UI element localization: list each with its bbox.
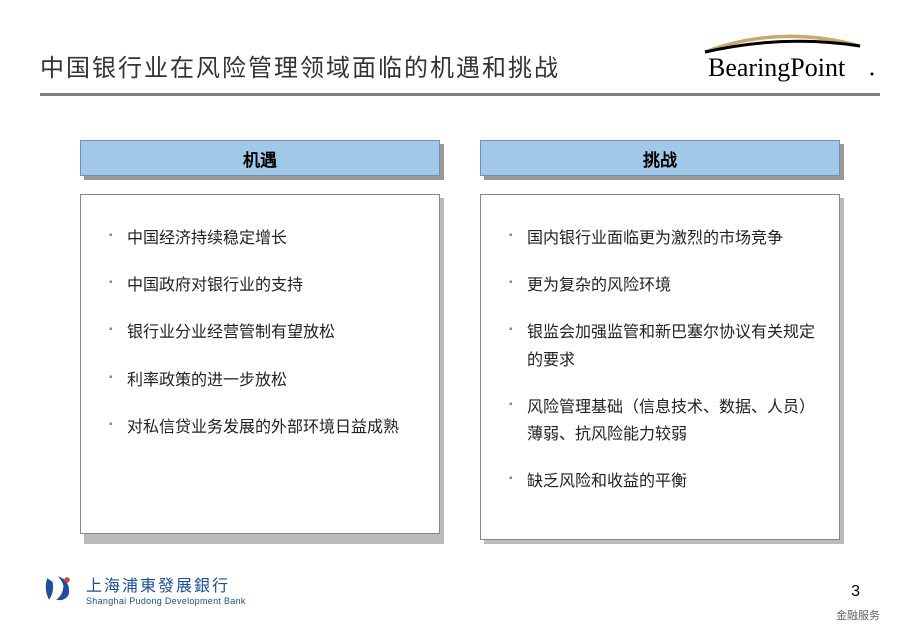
column-opportunities: 机遇 中国经济持续稳定增长 中国政府对银行业的支持 银行业分业经营管制有望放松 … [80,140,440,540]
column-challenges: 挑战 国内银行业面临更为激烈的市场竞争 更为复杂的风险环境 银监会加强监管和新巴… [480,140,840,540]
slide-title: 中国银行业在风险管理领域面临的机遇和挑战 [40,48,880,83]
list-item: 中国政府对银行业的支持 [105,272,415,299]
spdb-name-en: Shanghai Pudong Development Bank [86,596,246,606]
columns-container: 机遇 中国经济持续稳定增长 中国政府对银行业的支持 银行业分业经营管制有望放松 … [80,140,840,540]
column-body-wrap: 中国经济持续稳定增长 中国政府对银行业的支持 银行业分业经营管制有望放松 利率政… [80,194,440,540]
spdb-logo-mark [40,571,76,607]
spdb-logo-text: 上海浦東發展銀行 Shanghai Pudong Development Ban… [86,572,246,606]
slide: BearingPoint 中国银行业在风险管理领域面临的机遇和挑战 机遇 中国经… [0,0,920,637]
column-body-wrap: 国内银行业面临更为激烈的市场竞争 更为复杂的风险环境 银监会加强监管和新巴塞尔协… [480,194,840,540]
list-item: 风险管理基础（信息技术、数据、人员）薄弱、抗风险能力较弱 [505,394,815,448]
title-area: 中国银行业在风险管理领域面临的机遇和挑战 [40,48,880,96]
title-underline [40,93,880,96]
bullet-list: 国内银行业面临更为激烈的市场竞争 更为复杂的风险环境 银监会加强监管和新巴塞尔协… [505,225,815,495]
bullet-list: 中国经济持续稳定增长 中国政府对银行业的支持 银行业分业经营管制有望放松 利率政… [105,225,415,441]
list-item: 国内银行业面临更为激烈的市场竞争 [505,225,815,252]
list-item: 缺乏风险和收益的平衡 [505,468,815,495]
list-item: 银监会加强监管和新巴塞尔协议有关规定的要求 [505,319,815,373]
spdb-name-cn: 上海浦東發展銀行 [86,572,246,596]
column-body: 中国经济持续稳定增长 中国政府对银行业的支持 银行业分业经营管制有望放松 利率政… [80,194,440,534]
list-item: 对私信贷业务发展的外部环境日益成熟 [105,414,415,441]
list-item: 中国经济持续稳定增长 [105,225,415,252]
spdb-logo: 上海浦東發展銀行 Shanghai Pudong Development Ban… [40,571,246,607]
column-header: 机遇 [80,140,440,176]
list-item: 利率政策的进一步放松 [105,367,415,394]
column-body: 国内银行业面临更为激烈的市场竞争 更为复杂的风险环境 银监会加强监管和新巴塞尔协… [480,194,840,540]
list-item: 更为复杂的风险环境 [505,272,815,299]
footer-right-label: 金融服务 [836,607,880,623]
column-header-wrap: 挑战 [480,140,840,180]
column-header: 挑战 [480,140,840,176]
page-number: 3 [851,583,860,601]
column-header-wrap: 机遇 [80,140,440,180]
list-item: 银行业分业经营管制有望放松 [105,319,415,346]
